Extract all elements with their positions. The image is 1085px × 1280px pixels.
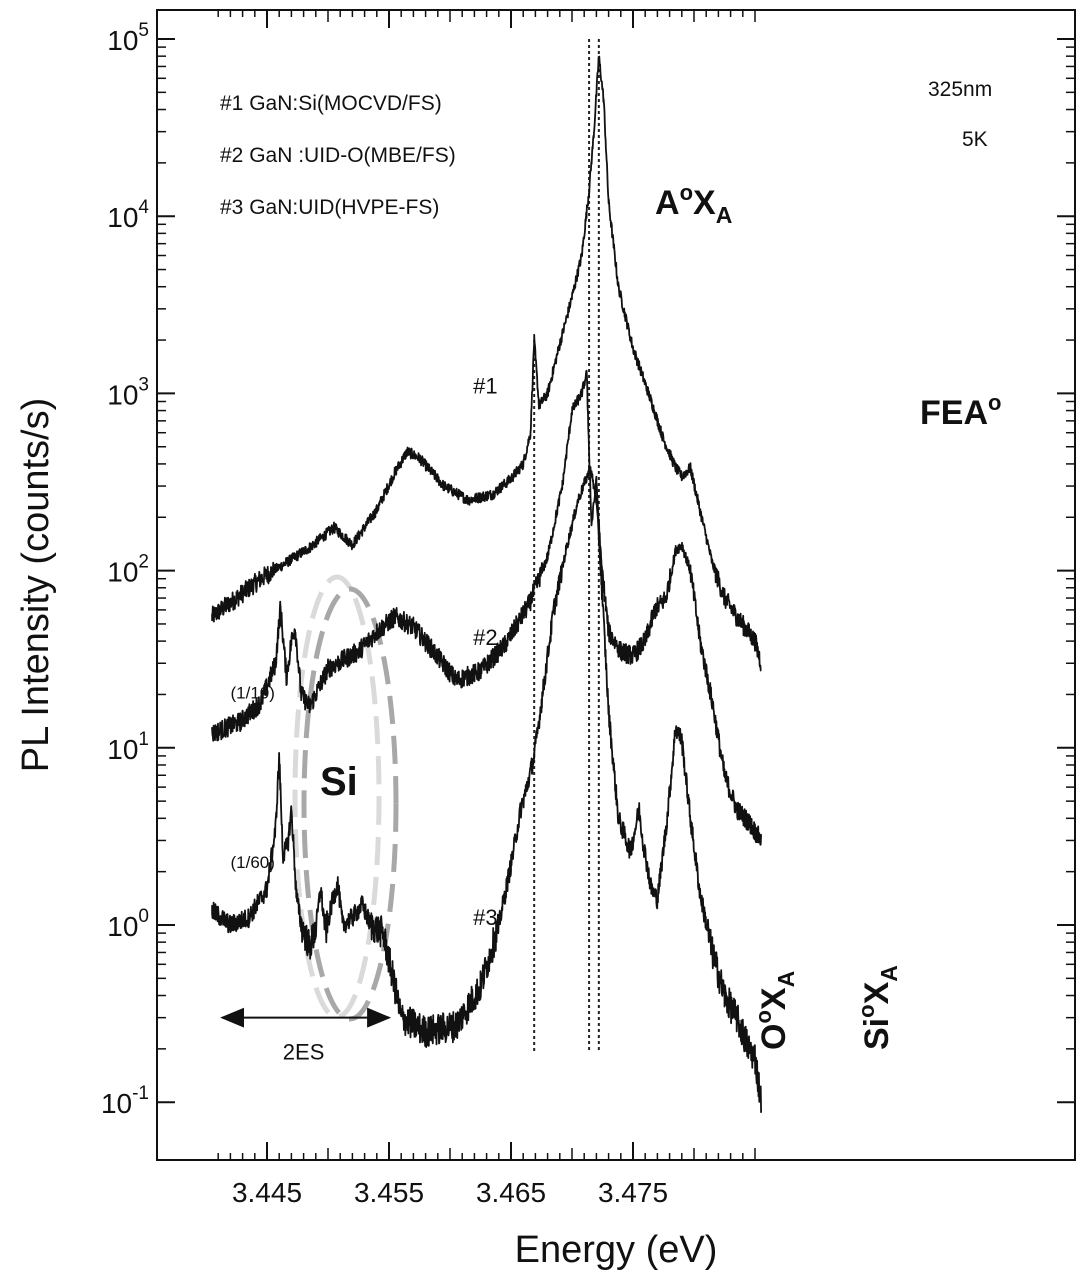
axis-ticks: 3.445 3.455 3.465 3.475 10-1 100 101 102 103 104 1… (101, 10, 1075, 1208)
series-lines (211, 55, 762, 1113)
legend-entry-2: #2 GaN :UID-O(MBE/FS) (220, 144, 456, 167)
y-tick-label: 100 (107, 906, 149, 942)
scale-factor-label: (1/60) (231, 853, 275, 872)
y-tick-label: 104 (107, 197, 149, 233)
y-axis-title: PL Intensity (counts/s) (15, 398, 57, 773)
y-tick-label: 102 (107, 552, 149, 588)
y-tick-label: 103 (107, 374, 149, 410)
legend-entry-3: #3 GaN:UID(HVPE-FS) (220, 196, 439, 219)
legend: #1 GaN:Si(MOCVD/FS) #2 GaN :UID-O(MBE/FS… (220, 92, 456, 219)
condition-wavelength: 325nm (928, 78, 992, 101)
series-line-2 (211, 369, 762, 846)
x-tick-label: 3.445 (232, 1177, 302, 1208)
2es-range-arrow: 2ES (220, 1007, 392, 1065)
plot-frame (156, 9, 1076, 1161)
x-tick-label: 3.465 (476, 1177, 546, 1208)
si-ellipse-light (292, 574, 382, 1020)
y-tick-label: 10-1 (101, 1083, 149, 1119)
series-label: #2 (473, 625, 497, 650)
series-line-1 (211, 55, 762, 672)
2es-label: 2ES (283, 1040, 325, 1065)
series-label: #1 (473, 373, 497, 398)
peak-label-si0xa: SioXA (854, 965, 902, 1050)
peak-label-fea0: FEAo (920, 390, 1001, 432)
series-line-3 (211, 466, 762, 1113)
legend-entry-1: #1 GaN:Si(MOCVD/FS) (220, 92, 442, 115)
scale-factor-label: (1/10) (231, 683, 275, 702)
si-region-label: Si (320, 760, 358, 804)
x-tick-label: 3.475 (598, 1177, 668, 1208)
peak-label-o0xa: OoXA (751, 971, 799, 1050)
series-labels: #1 #2 #3 (1/10) (1/60) (231, 373, 498, 930)
measurement-conditions: 325nm 5K (928, 78, 992, 151)
x-axis-title: Energy (eV) (515, 1229, 718, 1271)
peak-label-a0xa: AoXA (655, 180, 732, 228)
y-tick-label: 105 (107, 20, 149, 56)
series-label: #3 (473, 905, 497, 930)
x-tick-label: 3.455 (354, 1177, 424, 1208)
condition-temperature: 5K (962, 128, 988, 151)
y-tick-label: 101 (107, 729, 149, 765)
